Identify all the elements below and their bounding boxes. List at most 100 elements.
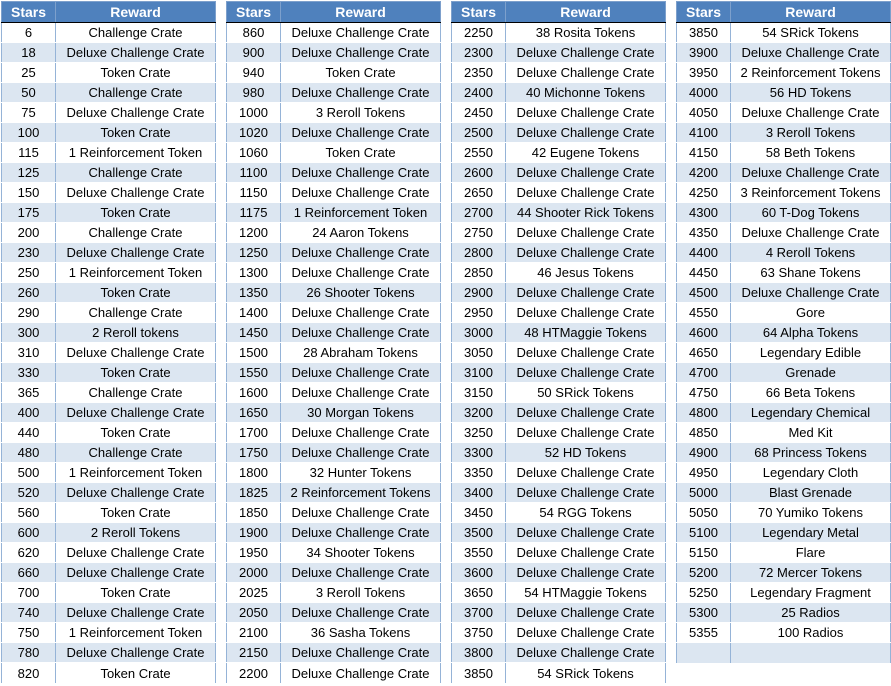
- reward-cell: 4 Reroll Tokens: [730, 242, 891, 263]
- reward-cell: 66 Beta Tokens: [730, 382, 891, 403]
- table-row: 1550 Deluxe Challenge Crate: [226, 362, 441, 383]
- stars-cell: 1020: [226, 122, 281, 143]
- table-row: 2150 Deluxe Challenge Crate: [226, 642, 441, 663]
- table-row: 940 Token Crate: [226, 62, 441, 83]
- table-row: 1800 32 Hunter Tokens: [226, 462, 441, 483]
- table-row: 3100 Deluxe Challenge Crate: [451, 362, 666, 383]
- stars-cell: 4450: [676, 262, 731, 283]
- stars-cell: 2650: [451, 182, 506, 203]
- stars-cell: 2100: [226, 622, 281, 643]
- reward-cell: Deluxe Challenge Crate: [730, 42, 891, 63]
- stars-cell: 2600: [451, 162, 506, 183]
- table-row: 780 Deluxe Challenge Crate: [1, 642, 216, 663]
- table-row: 440 Token Crate: [1, 422, 216, 443]
- reward-cell: Deluxe Challenge Crate: [55, 542, 216, 563]
- stars-cell: 5000: [676, 482, 731, 503]
- table-row: 260 Token Crate: [1, 282, 216, 303]
- stars-cell: 50: [1, 82, 56, 103]
- reward-cell: Deluxe Challenge Crate: [505, 122, 666, 143]
- reward-cell: Deluxe Challenge Crate: [505, 542, 666, 563]
- reward-cell: Token Crate: [55, 662, 216, 684]
- reward-cell: 1 Reinforcement Token: [55, 142, 216, 163]
- reward-cell: 54 RGG Tokens: [505, 502, 666, 523]
- reward-cell: 1 Reinforcement Token: [55, 622, 216, 643]
- reward-table-2: Stars Reward 860 Deluxe Challenge Crate 90…: [226, 1, 441, 684]
- reward-cell: Deluxe Challenge Crate: [280, 262, 441, 283]
- reward-cell: 60 T-Dog Tokens: [730, 202, 891, 223]
- table-row: 1150 Deluxe Challenge Crate: [226, 182, 441, 203]
- stars-cell: 3450: [451, 502, 506, 523]
- stars-cell: 3000: [451, 322, 506, 343]
- table-row: 4500 Deluxe Challenge Crate: [676, 282, 891, 303]
- stars-cell: 4050: [676, 102, 731, 123]
- reward-cell: Flare: [730, 542, 891, 563]
- table-row: 100 Token Crate: [1, 122, 216, 143]
- table-row: 3000 48 HTMaggie Tokens: [451, 322, 666, 343]
- stars-cell: 3250: [451, 422, 506, 443]
- reward-cell: Med Kit: [730, 422, 891, 443]
- table-row: 2800 Deluxe Challenge Crate: [451, 242, 666, 263]
- stars-cell: 4100: [676, 122, 731, 143]
- stars-cell: 1150: [226, 182, 281, 203]
- stars-cell: 3300: [451, 442, 506, 463]
- stars-cell: 75: [1, 102, 56, 123]
- table-row: 2000 Deluxe Challenge Crate: [226, 562, 441, 583]
- table-row: 1600 Deluxe Challenge Crate: [226, 382, 441, 403]
- stars-cell: 3500: [451, 522, 506, 543]
- reward-cell: Deluxe Challenge Crate: [280, 562, 441, 583]
- table-row: 4150 58 Beth Tokens: [676, 142, 891, 163]
- reward-header: Reward: [280, 1, 441, 23]
- reward-cell: Challenge Crate: [55, 382, 216, 403]
- reward-cell: Deluxe Challenge Crate: [280, 242, 441, 263]
- table-row: 4800 Legendary Chemical: [676, 402, 891, 423]
- stars-cell: 3800: [451, 642, 506, 663]
- table-row: 25 Token Crate: [1, 62, 216, 83]
- reward-cell: Deluxe Challenge Crate: [505, 162, 666, 183]
- reward-cell: 30 Morgan Tokens: [280, 402, 441, 423]
- table-row: [676, 642, 891, 664]
- table-row: 4750 66 Beta Tokens: [676, 382, 891, 403]
- table-row: 330 Token Crate: [1, 362, 216, 383]
- reward-cell: Deluxe Challenge Crate: [280, 82, 441, 103]
- stars-cell: 250: [1, 262, 56, 283]
- reward-cell: Deluxe Challenge Crate: [280, 522, 441, 543]
- reward-cell: 54 SRick Tokens: [730, 22, 891, 43]
- table-row: 1250 Deluxe Challenge Crate: [226, 242, 441, 263]
- stars-cell: 1200: [226, 222, 281, 243]
- reward-cell: 46 Jesus Tokens: [505, 262, 666, 283]
- table-row: 4400 4 Reroll Tokens: [676, 242, 891, 263]
- reward-cell: 52 HD Tokens: [505, 442, 666, 463]
- table-row: 3550 Deluxe Challenge Crate: [451, 542, 666, 563]
- reward-cell: Deluxe Challenge Crate: [280, 602, 441, 623]
- reward-cell: Deluxe Challenge Crate: [55, 562, 216, 583]
- stars-cell: 3050: [451, 342, 506, 363]
- table-row: 310 Deluxe Challenge Crate: [1, 342, 216, 363]
- reward-cell: 3 Reroll Tokens: [280, 582, 441, 603]
- stars-cell: 1500: [226, 342, 281, 363]
- table-row: 2900 Deluxe Challenge Crate: [451, 282, 666, 303]
- reward-cell: 1 Reinforcement Token: [55, 462, 216, 483]
- table-row: 2050 Deluxe Challenge Crate: [226, 602, 441, 623]
- reward-cell: Legendary Metal: [730, 522, 891, 543]
- table-row: 3900 Deluxe Challenge Crate: [676, 42, 891, 63]
- reward-cell: 2 Reinforcement Tokens: [280, 482, 441, 503]
- reward-cell: Deluxe Challenge Crate: [280, 662, 441, 684]
- stars-cell: 3700: [451, 602, 506, 623]
- stars-cell: 1350: [226, 282, 281, 303]
- reward-cell: Challenge Crate: [55, 162, 216, 183]
- table-row: 3200 Deluxe Challenge Crate: [451, 402, 666, 423]
- table-row: 290 Challenge Crate: [1, 302, 216, 323]
- stars-cell: 4300: [676, 202, 731, 223]
- table-row: 3300 52 HD Tokens: [451, 442, 666, 463]
- reward-cell: Deluxe Challenge Crate: [505, 422, 666, 443]
- table-row: 3650 54 HTMaggie Tokens: [451, 582, 666, 603]
- reward-cell: Deluxe Challenge Crate: [280, 422, 441, 443]
- stars-cell: 3550: [451, 542, 506, 563]
- table-row: 5355 100 Radios: [676, 622, 891, 643]
- reward-cell: Deluxe Challenge Crate: [55, 402, 216, 423]
- stars-cell: 18: [1, 42, 56, 63]
- stars-cell: 365: [1, 382, 56, 403]
- reward-cell: Token Crate: [55, 282, 216, 303]
- table-row: 1900 Deluxe Challenge Crate: [226, 522, 441, 543]
- reward-cell: Deluxe Challenge Crate: [280, 182, 441, 203]
